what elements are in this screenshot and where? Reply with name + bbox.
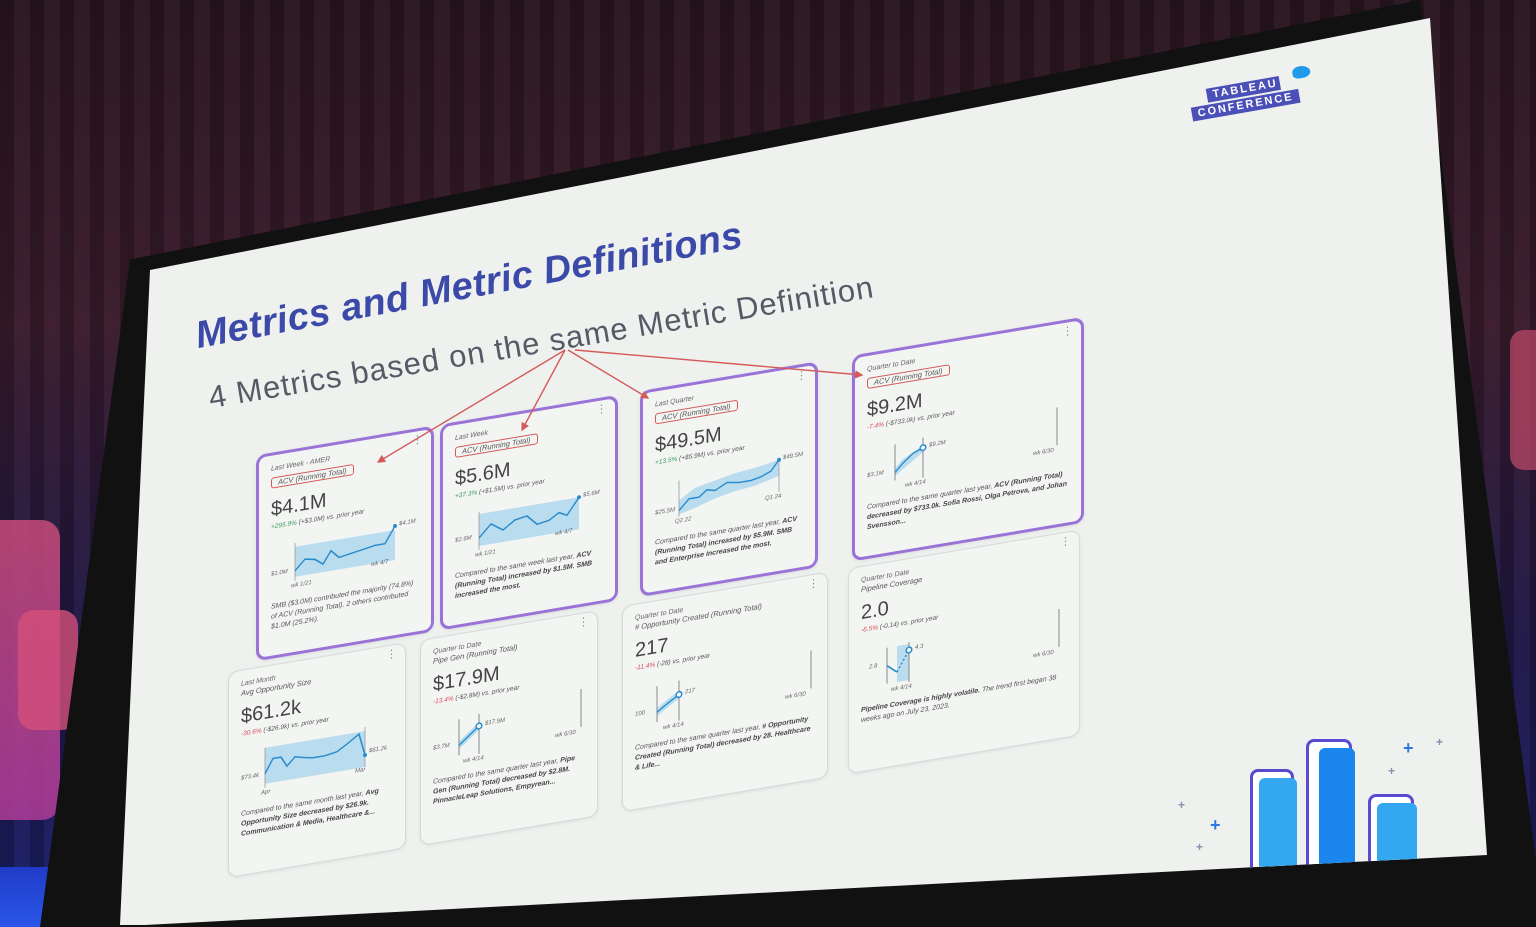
metric-card-acv-last-week-amer[interactable]: ⋮ Last Week - AMER ACV (Running Total) $… [256,425,434,662]
sparkline-chart: $25.5M $49.5M Q2 22 Q1 24 [655,450,803,533]
sparkline-chart: 100 217 wk 4/14 wk 6/30 [635,650,815,738]
metric-period: Quarter to Date [867,357,916,374]
delta-percent: -13.4% [433,695,454,706]
sparkle-plus-icon: + [1403,738,1414,758]
more-options-icon[interactable]: ⋮ [796,369,807,383]
sparkle-plus-icon: + [1436,735,1444,749]
delta-percent: -6.5% [861,624,878,635]
sparkline-chart: $73.4k $61.2k Apr Mar [241,720,393,803]
sparkle-plus-icon: + [1178,798,1186,812]
logo-cloud-icon [1291,64,1312,80]
delta-percent: +295.9% [271,519,297,531]
more-options-icon[interactable]: ⋮ [1062,324,1073,339]
more-options-icon[interactable]: ⋮ [596,402,607,417]
tableau-conference-logo: TABLEAU CONFERENCE [1188,64,1312,123]
more-options-icon[interactable]: ⋮ [808,577,819,591]
metrics-grid: ⋮ Last Week - AMER ACV (Running Total) $… [228,293,1108,878]
sparkline-chart: $3.7M $17.9M wk 4/14 wk 6/30 [433,688,585,771]
sparkle-plus-icon: + [1210,815,1221,835]
sparkle-plus-icon: + [1196,840,1204,854]
metric-card-avg-opportunity-size[interactable]: ⋮ Last Month Avg Opportunity Size $61.2k… [228,642,406,878]
delta-percent: -7.4% [867,421,884,432]
metric-card-acv-quarter-to-date[interactable]: ⋮ Quarter to Date ACV (Running Total) $9… [852,316,1084,562]
metric-card-acv-last-week[interactable]: ⋮ Last Week ACV (Running Total) $5.6M +3… [440,394,618,631]
sparkle-plus-icon: + [1388,764,1396,778]
sparkline-chart: $2.6M $5.6M wk 1/21 wk 4/7 [455,483,603,566]
more-options-icon[interactable]: ⋮ [1060,534,1071,549]
sparkline-chart: 2.8 4.3 wk 4/14 wk 6/30 [861,608,1067,700]
more-options-icon[interactable]: ⋮ [412,433,423,448]
metric-card-acv-last-quarter[interactable]: ⋮ Last Quarter ACV (Running Total) $49.5… [640,361,818,598]
metric-card-pipeline-coverage[interactable]: ⋮ Quarter to Date Pipeline Coverage 2.0 … [848,529,1080,775]
more-options-icon[interactable]: ⋮ [386,647,397,662]
stage-light-right [1510,330,1536,470]
stage-light-left-2 [18,610,78,730]
more-options-icon[interactable]: ⋮ [578,615,589,630]
metric-card-opportunity-created[interactable]: ⋮ Quarter to Date # Opportunity Created … [622,571,828,813]
delta-percent: -30.6% [241,727,262,738]
delta-percent: +37.3% [455,489,478,501]
delta-percent: -11.4% [635,661,656,672]
delta-percent: +13.5% [655,455,678,467]
metric-card-pipe-gen[interactable]: ⋮ Quarter to Date Pipe Gen (Running Tota… [420,610,598,846]
sparkline-chart: $3.1M $9.2M wk 4/14 wk 6/30 [867,405,1069,497]
sparkline-chart: $1.0M $4.1M wk 1/21 wk 4/7 [271,514,419,597]
